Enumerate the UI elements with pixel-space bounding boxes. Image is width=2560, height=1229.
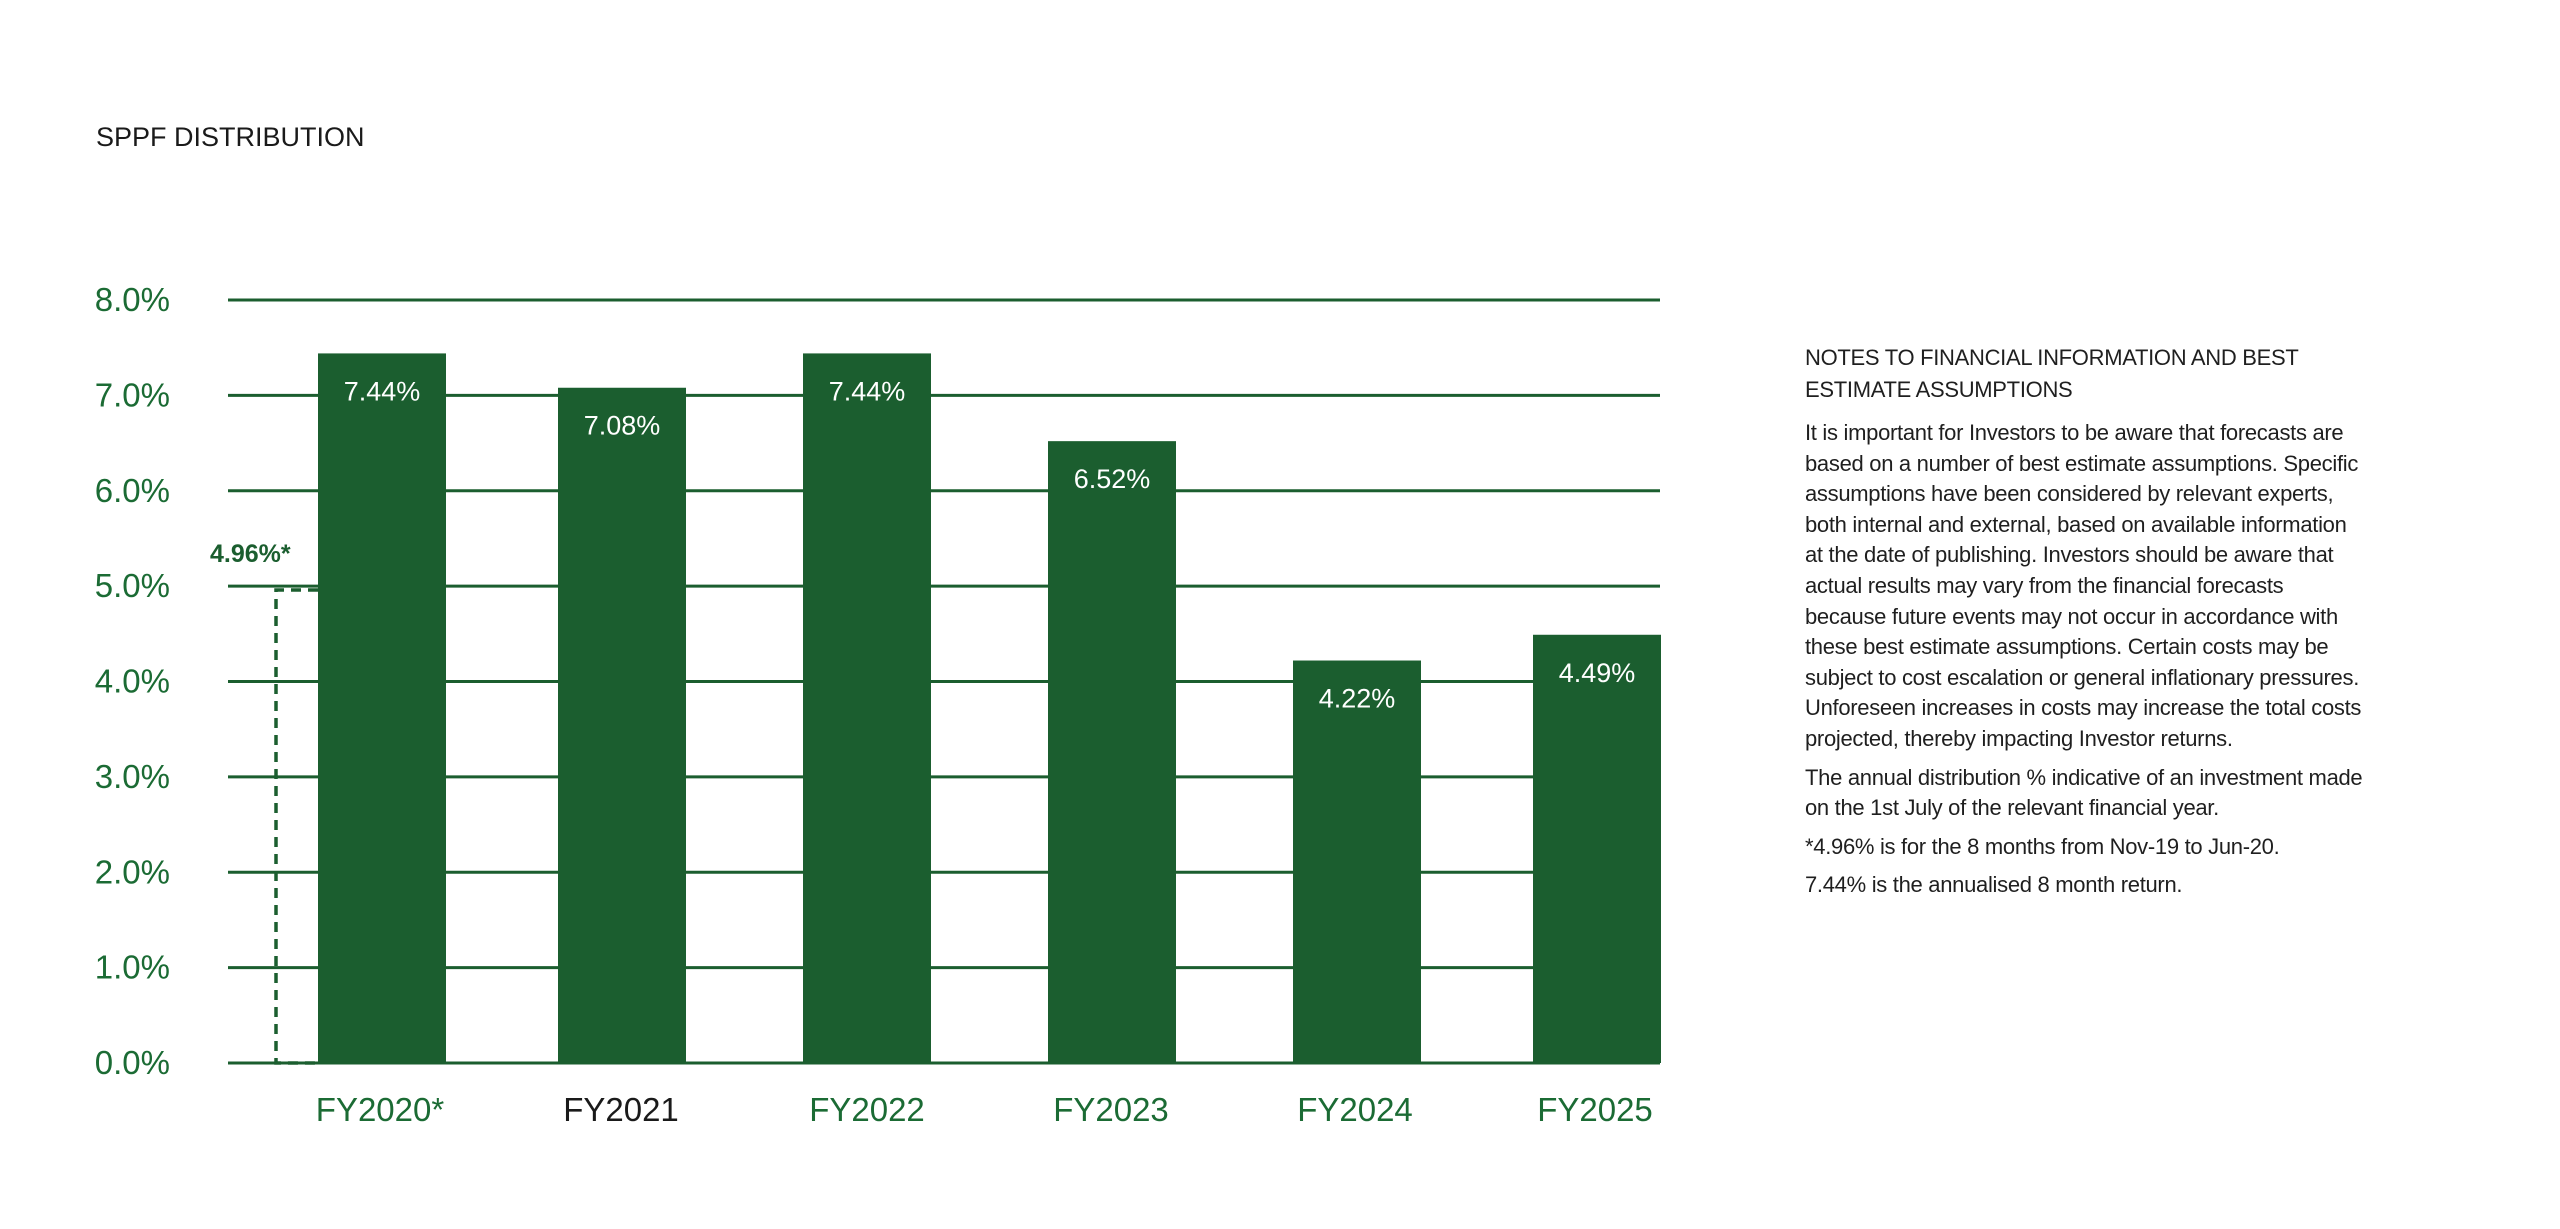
bar xyxy=(558,387,686,1063)
x-tick-label: FY2020* xyxy=(316,1091,445,1128)
annotation-label: 4.96%* xyxy=(210,540,291,568)
notes-paragraph: The annual distribution % indicative of … xyxy=(1805,764,2363,821)
notes-paragraph: It is important for Investors to be awar… xyxy=(1805,420,2362,751)
y-axis-ticks: 0.0% 1.0% 2.0% 3.0% 4.0% 5.0% 6.0% 7.0% 8.0% xyxy=(95,281,170,1081)
y-tick-label: 3.0% xyxy=(95,758,170,795)
annotation-dashed-outline xyxy=(274,588,318,1065)
notes-heading: NOTES TO FINANCIAL INFORMATION AND BEST … xyxy=(1805,345,2299,402)
bars xyxy=(318,353,1661,1063)
bar-value-label: 7.44% xyxy=(829,376,906,406)
notes-paragraph: *4.96% is for the 8 months from Nov-19 t… xyxy=(1805,833,2280,859)
bar xyxy=(1048,441,1176,1063)
y-tick-label: 5.0% xyxy=(95,567,170,604)
bar xyxy=(1533,634,1661,1063)
x-tick-label: FY2021 xyxy=(563,1091,679,1128)
x-tick-label: FY2022 xyxy=(809,1091,925,1128)
page-title: SPPF DISTRIBUTION xyxy=(96,122,365,152)
bar-value-label: 4.22% xyxy=(1319,684,1396,714)
bar-value-label: 7.44% xyxy=(344,376,421,406)
bar-value-label: 4.49% xyxy=(1559,658,1636,688)
notes-panel: NOTES TO FINANCIAL INFORMATION AND BEST … xyxy=(1805,342,2365,909)
bar-data-labels: 7.44% 7.08% 7.44% 6.52% 4.22% 4.49% xyxy=(344,376,1636,713)
bar-value-label: 7.08% xyxy=(584,411,661,441)
notes-paragraph: 7.44% is the annualised 8 month return. xyxy=(1805,872,2183,898)
x-tick-label: FY2024 xyxy=(1297,1091,1413,1128)
bar xyxy=(1293,660,1421,1063)
y-tick-label: 4.0% xyxy=(95,663,170,700)
bar xyxy=(318,353,446,1063)
x-tick-label: FY2025 xyxy=(1537,1091,1653,1128)
y-tick-label: 1.0% xyxy=(95,949,170,986)
bar xyxy=(803,353,931,1063)
bar-value-label: 6.52% xyxy=(1074,464,1151,494)
x-axis-ticks: FY2020* FY2021 FY2022 FY2023 FY2024 FY2025 xyxy=(316,1091,1653,1128)
y-tick-label: 7.0% xyxy=(95,376,170,413)
y-tick-label: 6.0% xyxy=(95,472,170,509)
x-tick-label: FY2023 xyxy=(1053,1091,1169,1128)
y-tick-label: 8.0% xyxy=(95,281,170,318)
annotation-group: 4.96%* xyxy=(210,540,318,1065)
y-tick-label: 0.0% xyxy=(95,1044,170,1081)
gridlines xyxy=(228,298,1660,1065)
y-tick-label: 2.0% xyxy=(95,853,170,890)
